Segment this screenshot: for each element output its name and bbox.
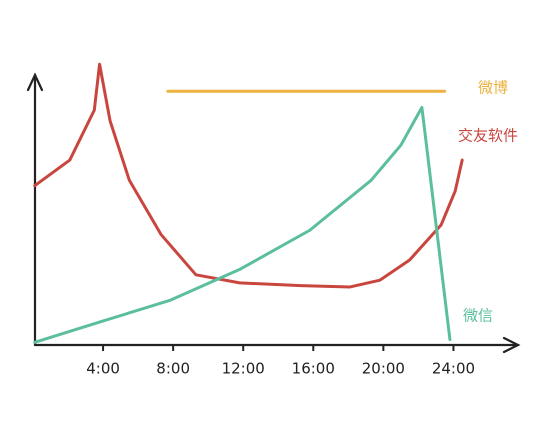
y-axis-arrow xyxy=(26,72,44,92)
x-tick-label: 8:00 xyxy=(156,360,190,378)
x-tick-label: 20:00 xyxy=(362,360,405,378)
x-tick-label: 4:00 xyxy=(86,360,120,378)
line-series xyxy=(33,62,464,289)
series-label: 交友软件 xyxy=(458,127,518,145)
x-axis-arrow xyxy=(502,336,521,354)
x-tick-label: 24:00 xyxy=(432,360,475,378)
series-label: 微博 xyxy=(478,79,508,97)
x-tick-label: 12:00 xyxy=(222,360,265,378)
axes xyxy=(26,72,521,354)
x-tick-label: 16:00 xyxy=(292,360,335,378)
line-series xyxy=(33,105,452,344)
series-label: 微信 xyxy=(463,307,493,325)
